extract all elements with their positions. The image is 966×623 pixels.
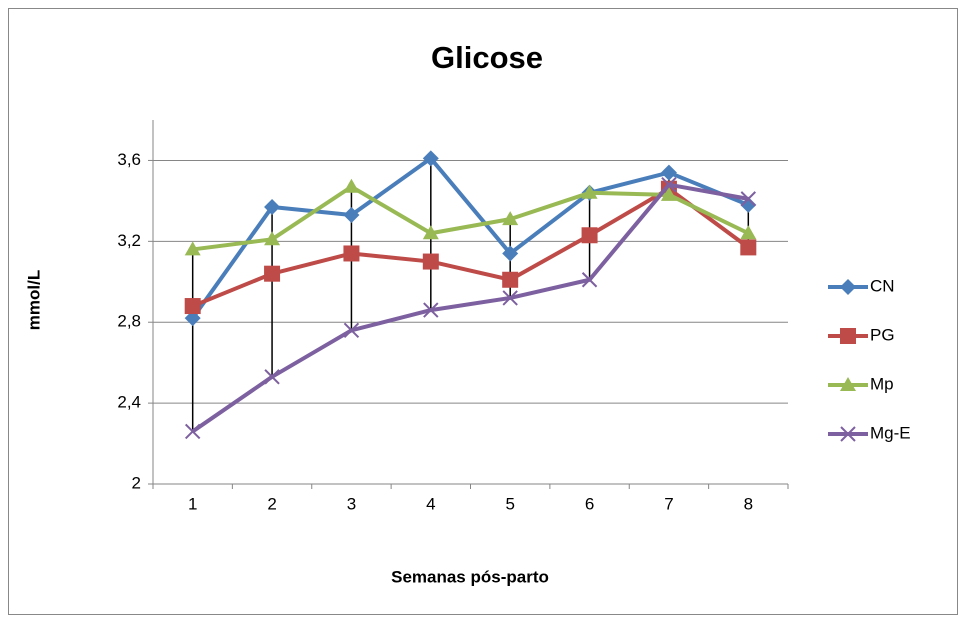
marker: [422, 253, 439, 270]
x-tick-label: 5: [505, 494, 514, 513]
x-tick-label: 4: [426, 494, 435, 513]
marker: [264, 369, 280, 385]
marker: [184, 310, 201, 327]
marker: [840, 328, 856, 344]
y-tick-label: 3,2: [117, 231, 141, 250]
y-tick-label: 2: [132, 473, 141, 492]
y-axis-label: mmol/L: [24, 270, 43, 330]
marker: [343, 245, 360, 262]
marker: [661, 177, 677, 193]
marker: [264, 265, 281, 282]
marker: [840, 377, 856, 391]
chart-title: Glicose: [431, 40, 543, 75]
y-tick-label: 2,4: [117, 393, 141, 412]
marker: [660, 186, 677, 201]
x-tick-label: 7: [664, 494, 673, 513]
x-tick-label: 1: [188, 494, 197, 513]
x-tick-label: 8: [744, 494, 753, 513]
marker: [423, 302, 439, 318]
marker: [502, 290, 518, 306]
series-line: [191, 182, 749, 434]
x-tick-label: 3: [347, 494, 356, 513]
legend-label: CN: [870, 276, 895, 295]
marker: [581, 184, 598, 199]
x-axis-label: Semanas pós-parto: [391, 567, 549, 586]
marker: [184, 241, 201, 256]
marker: [740, 191, 757, 207]
y-tick-label: 3,6: [117, 150, 141, 169]
marker: [740, 239, 757, 256]
marker: [184, 423, 201, 440]
x-tick-label: 6: [585, 494, 594, 513]
marker: [184, 298, 201, 315]
marker: [422, 225, 439, 240]
legend-label: Mg-E: [870, 423, 911, 442]
marker: [740, 225, 757, 240]
legend-label: PG: [870, 325, 895, 344]
marker: [422, 150, 439, 167]
x-tick-label: 2: [267, 494, 276, 513]
marker: [581, 272, 598, 288]
chart-border: [8, 8, 958, 615]
marker: [740, 196, 757, 213]
marker: [264, 231, 281, 246]
marker: [343, 178, 360, 193]
marker: [264, 198, 281, 215]
marker: [840, 426, 856, 442]
marker: [343, 322, 360, 339]
marker: [502, 271, 519, 288]
marker: [343, 207, 360, 224]
series-line: [191, 186, 750, 308]
marker: [840, 279, 856, 295]
marker: [502, 211, 519, 226]
y-tick-label: 2,8: [117, 312, 141, 331]
marker: [581, 227, 598, 244]
series-line: [191, 156, 750, 320]
series-line: [192, 184, 750, 252]
legend-label: Mp: [870, 374, 894, 393]
marker: [502, 245, 519, 262]
marker: [660, 164, 677, 181]
